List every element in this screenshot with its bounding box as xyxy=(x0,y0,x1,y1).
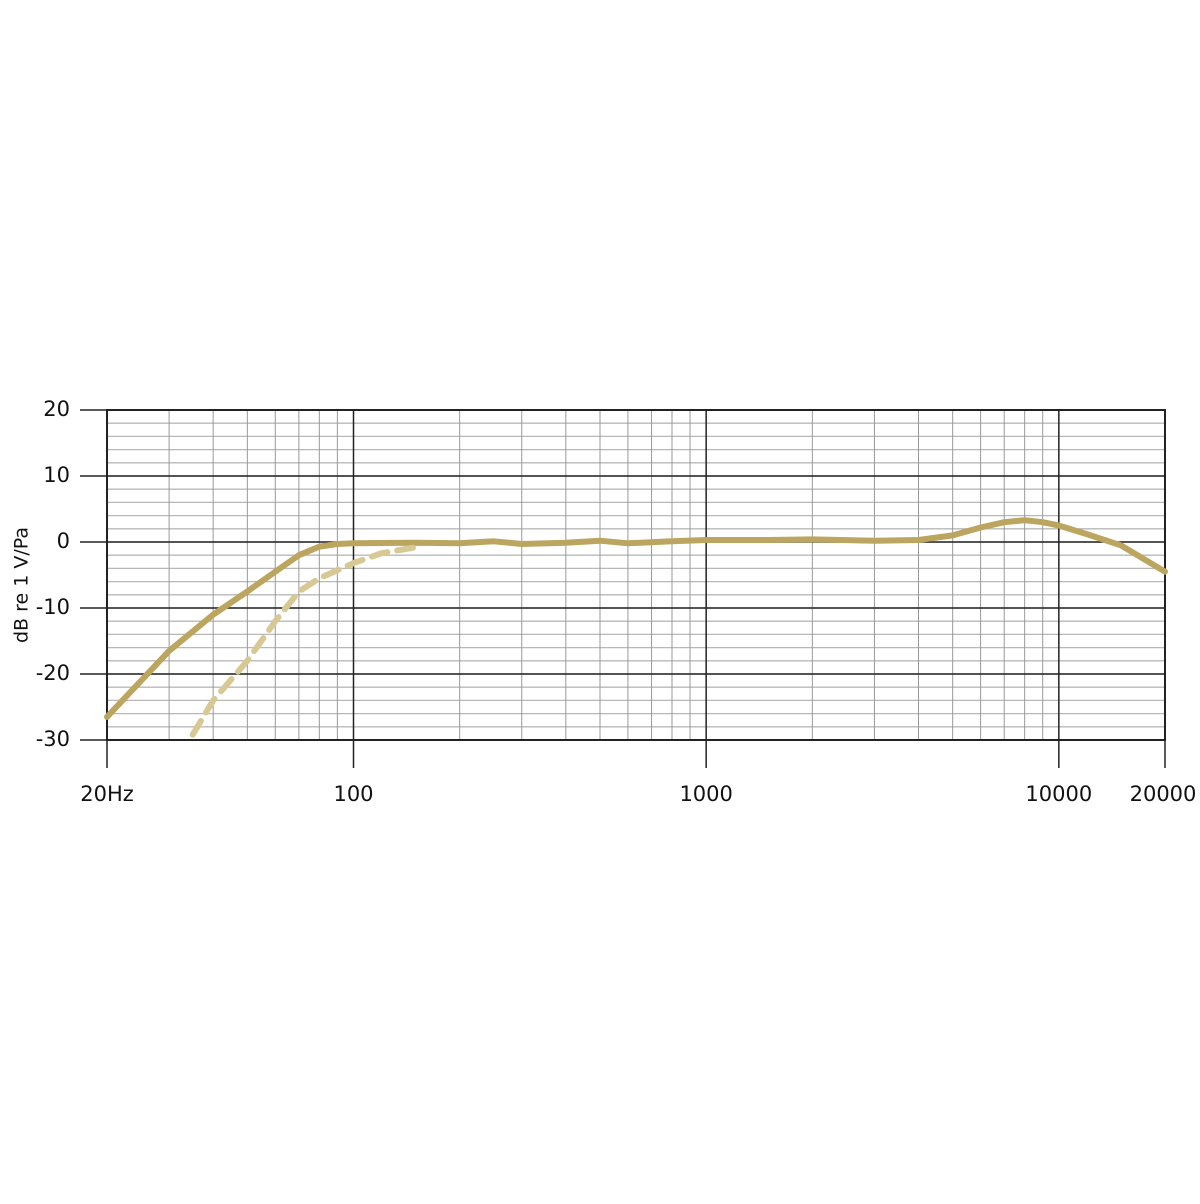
y-tick-label: 10 xyxy=(43,463,70,487)
response-curve xyxy=(104,517,1168,720)
y-tick-label: 0 xyxy=(57,529,70,553)
x-tick-label: 1000 xyxy=(679,782,732,806)
y-tick-label: -10 xyxy=(36,595,70,619)
y-axis-label: dB re 1 V/Pa xyxy=(11,527,33,643)
x-tick-label: 10000 xyxy=(1025,782,1092,806)
y-tick-label: -20 xyxy=(36,661,70,685)
response-curve xyxy=(189,544,419,738)
y-tick-label: 20 xyxy=(43,397,70,421)
x-tick-label: 100 xyxy=(333,782,373,806)
x-tick-label: 20000 xyxy=(1130,782,1197,806)
plot-frame xyxy=(106,409,1166,741)
y-tick-label: -30 xyxy=(36,727,70,751)
x-tick-label: 20Hz xyxy=(80,782,134,806)
